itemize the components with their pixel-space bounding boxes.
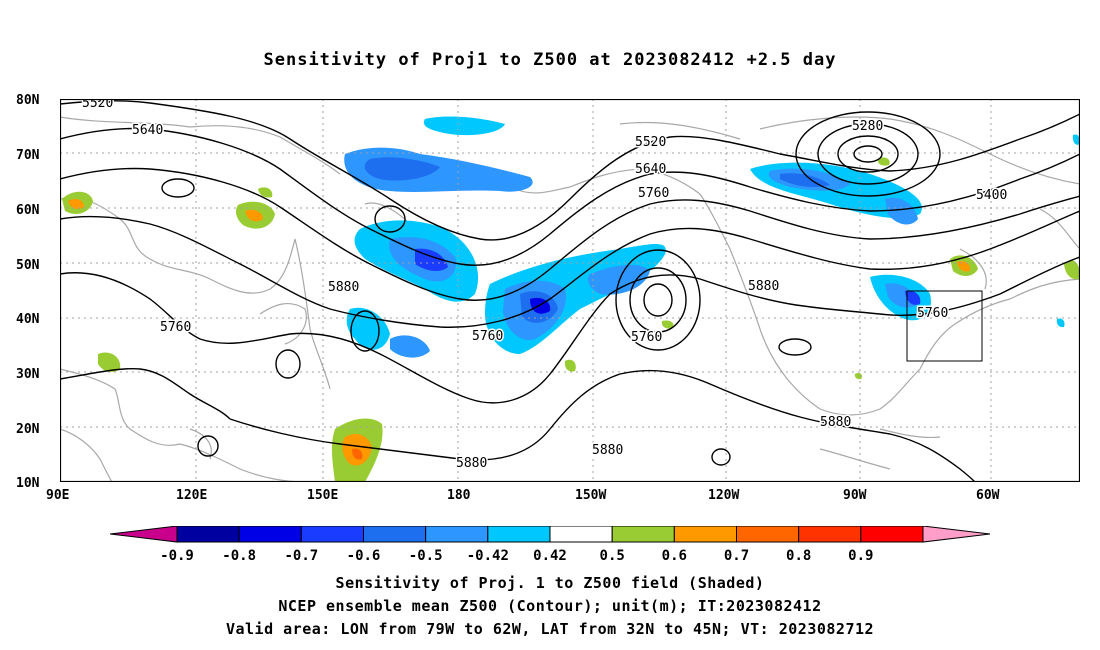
- contour-label: 5880: [328, 280, 359, 295]
- colorbar-label: -0.8: [222, 548, 256, 564]
- colorbar-cell: [238, 526, 302, 543]
- colorbar-label: -0.42: [467, 548, 509, 564]
- colorbar: -0.9 -0.8 -0.7 -0.6 -0.5 -0.42 0.42 0.5 0.6 0.7 0.…: [110, 526, 990, 564]
- colorbar-label: 0.42: [533, 548, 567, 564]
- contour-label: 5400: [976, 188, 1007, 203]
- contour-label: 5520: [635, 135, 666, 150]
- lon-label: 150E: [307, 488, 338, 503]
- colorbar-label: -0.9: [160, 548, 194, 564]
- colorbar-label: 0.9: [848, 548, 873, 564]
- contour-label: 5880: [820, 415, 851, 430]
- contour-label: 5280: [852, 119, 883, 134]
- contour-labels: 5520 5640 5520 5640 5760 5280 5400 5880 …: [81, 99, 1009, 473]
- lat-label: 10N: [16, 476, 40, 491]
- contour-label: 5760: [472, 329, 503, 344]
- z500-contours: [60, 100, 1080, 482]
- colorbar-high-triangle: [922, 526, 990, 543]
- lat-label: 20N: [16, 422, 40, 437]
- lon-label: 120E: [176, 488, 207, 503]
- sensitivity-shading: [62, 116, 1080, 482]
- lon-label: 90W: [843, 488, 867, 503]
- colorbar-cell: [860, 526, 924, 543]
- colorbar-label: -0.6: [347, 548, 381, 564]
- colorbar-label: 0.5: [600, 548, 625, 564]
- graticule: [60, 99, 1080, 482]
- colorbar-label: -0.7: [284, 548, 318, 564]
- lon-label: 150W: [575, 488, 606, 503]
- lat-label: 30N: [16, 367, 40, 382]
- colorbar-cell: [736, 526, 800, 543]
- axis-labels: 80N 70N 60N 50N 40N 30N 20N 10N 90E 120E…: [16, 93, 1000, 503]
- colorbar-cell: [363, 526, 427, 543]
- contour-label: 5640: [635, 162, 666, 177]
- colorbar-label: 0.7: [724, 548, 749, 564]
- lat-label: 40N: [16, 312, 40, 327]
- lat-label: 70N: [16, 148, 40, 163]
- colorbar-cell: [487, 526, 551, 543]
- valid-area-box: [906, 290, 983, 362]
- lon-label: 60W: [976, 488, 1000, 503]
- colorbar-label: 0.6: [662, 548, 687, 564]
- colorbar-cell: [300, 526, 364, 543]
- colorbar-cell: [611, 526, 675, 543]
- contour-label: 5880: [592, 443, 623, 458]
- caption-line-3: Valid area: LON from 79W to 62W, LAT fro…: [225, 620, 875, 638]
- contour-label: 5880: [456, 456, 487, 471]
- colorbar-cell: [549, 526, 613, 543]
- lon-label: 120W: [708, 488, 739, 503]
- map-plot: 5520 5640 5520 5640 5760 5280 5400 5880 …: [60, 99, 1080, 482]
- colorbar-low-triangle: [110, 526, 178, 543]
- lat-label: 80N: [16, 93, 40, 108]
- colorbar-cell: [176, 526, 240, 543]
- lat-label: 60N: [16, 203, 40, 218]
- colorbar-label: -0.5: [409, 548, 443, 564]
- contour-label: 5520: [82, 99, 113, 111]
- lon-label: 90E: [46, 488, 69, 503]
- contour-label: 5760: [160, 320, 191, 335]
- lat-label: 50N: [16, 258, 40, 273]
- colorbar-cell: [673, 526, 737, 543]
- lon-label: 180: [447, 488, 471, 503]
- colorbar-cell: [425, 526, 489, 543]
- contour-label: 5880: [748, 279, 779, 294]
- contour-label: 5760: [638, 186, 669, 201]
- contour-label: 5760: [917, 306, 948, 321]
- contour-label: 5640: [132, 123, 163, 138]
- colorbar-cell: [798, 526, 862, 543]
- contour-label: 5760: [631, 330, 662, 345]
- caption-line-2: NCEP ensemble mean Z500 (Contour); unit(…: [278, 597, 822, 615]
- colorbar-label: 0.8: [786, 548, 811, 564]
- map-title: Sensitivity of Proj1 to Z500 at 20230824…: [263, 50, 837, 70]
- caption-line-1: Sensitivity of Proj. 1 to Z500 field (Sh…: [335, 574, 765, 592]
